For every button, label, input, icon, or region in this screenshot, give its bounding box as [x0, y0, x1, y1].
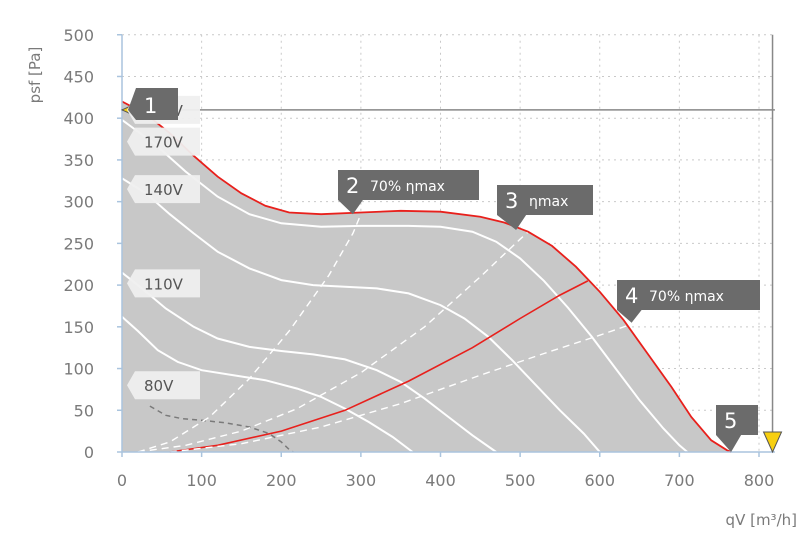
y-tick-label: 50 — [74, 401, 94, 420]
tick-labels: 0 50 100 150 200 250 300 350 400 450 500 0 100 200 300… — [63, 26, 774, 490]
speed-curves — [121, 100, 732, 453]
speed-curve — [121, 177, 601, 453]
speed-label-tag — [127, 371, 200, 400]
system-curve-red — [169, 280, 589, 453]
y-axis-label: psf [Pa] — [26, 47, 44, 104]
marker-2-number: 2 — [346, 174, 359, 198]
envelope-curve — [121, 100, 732, 453]
system-curve-dashed — [137, 213, 362, 453]
system-curve-dashed — [169, 322, 636, 453]
operating-area — [122, 101, 732, 452]
marker-3-number: 3 — [505, 189, 518, 213]
speed-label-text: 140V — [144, 181, 184, 199]
speed-curve — [149, 405, 294, 453]
operating-area-fill — [122, 101, 732, 452]
marker-4-number: 4 — [625, 284, 638, 308]
markers: 1 2 70% ηmax 3 ηmax 4 70% ηmax 5 — [128, 88, 760, 452]
speed-label-tag — [127, 127, 200, 156]
marker-1-box — [128, 88, 178, 120]
axes — [117, 34, 775, 457]
x-tick-label: 600 — [584, 471, 615, 490]
y-tick-label: 100 — [63, 360, 94, 379]
operating-flow-triangle — [762, 431, 783, 454]
y-tick-label: 250 — [63, 234, 94, 253]
marker-2-text: 70% ηmax — [370, 179, 445, 195]
x-tick-label: 300 — [346, 471, 377, 490]
speed-label-text: 110V — [144, 275, 184, 293]
speed-curve — [121, 119, 688, 453]
y-tick-label: 450 — [63, 67, 94, 86]
x-tick-label: 100 — [186, 471, 217, 490]
x-tick-label: 500 — [505, 471, 536, 490]
x-tick-label: 800 — [744, 471, 775, 490]
marker-4-text: 70% ηmax — [649, 289, 724, 305]
marker-1-number: 1 — [144, 94, 157, 118]
x-tick-label: 700 — [664, 471, 695, 490]
marker-5-box — [716, 405, 758, 452]
x-tick-label: 0 — [117, 471, 127, 490]
x-tick-label: 400 — [425, 471, 456, 490]
x-tick-label: 200 — [266, 471, 297, 490]
y-tick-label: 500 — [63, 26, 94, 45]
marker-5-number: 5 — [724, 409, 737, 433]
y-tick-label: 350 — [63, 151, 94, 170]
y-tick-label: 300 — [63, 193, 94, 212]
speed-curve — [121, 271, 497, 453]
speed-curve — [121, 316, 414, 453]
speed-label-text: 80V — [144, 377, 174, 395]
y-tick-label: 150 — [63, 318, 94, 337]
marker-4-box — [617, 280, 760, 323]
y-tick-label: 200 — [63, 276, 94, 295]
x-axis-label: qV [m³/h] — [726, 511, 797, 529]
marker-3-text: ηmax — [529, 194, 568, 210]
y-tick-label: 400 — [63, 109, 94, 128]
marker-3-box — [497, 185, 593, 230]
speed-label-tag — [127, 269, 200, 298]
marker-2-box — [338, 170, 479, 215]
speed-label-text: 170V — [144, 134, 184, 152]
y-tick-label: 0 — [84, 443, 94, 462]
speed-label-tag — [127, 175, 200, 204]
